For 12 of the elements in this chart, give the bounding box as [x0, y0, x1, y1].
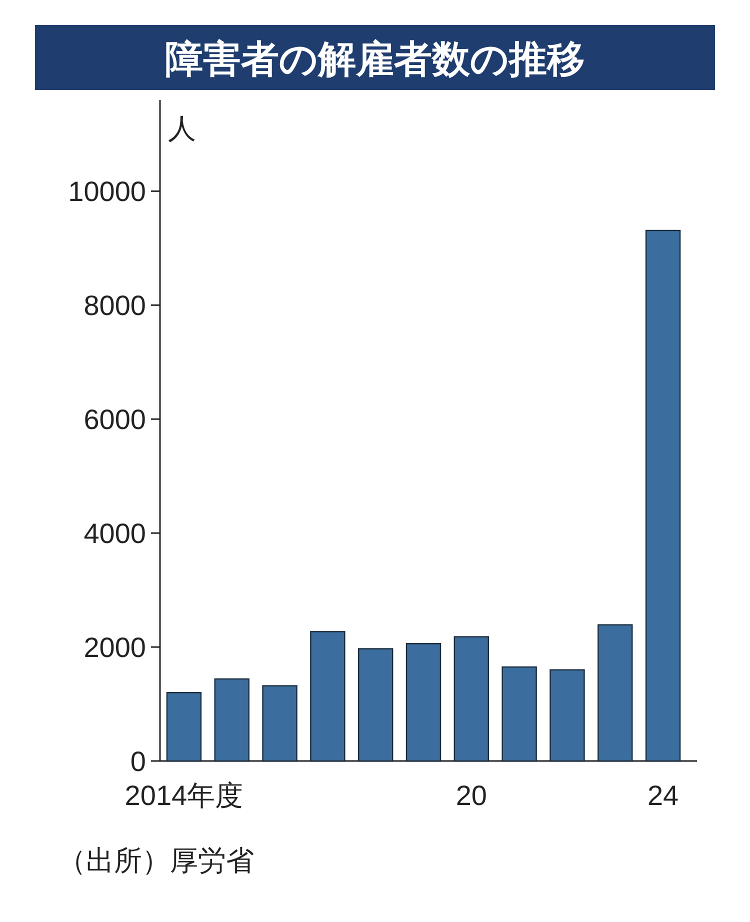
x-tick-label: 20: [456, 780, 487, 811]
y-tick-label: 10000: [68, 176, 146, 208]
y-tick-label: 8000: [84, 290, 146, 322]
text: （出所）厚労省: [58, 845, 254, 876]
y-tick-label: 6000: [84, 404, 146, 436]
y-tick-label: 0: [130, 746, 146, 777]
y-tick-label: 2000: [84, 632, 146, 664]
y-tick-label: 4000: [84, 518, 146, 550]
y-axis-title: 人: [168, 113, 196, 144]
x-tick-label: 24: [647, 780, 679, 811]
x-tick-label: 2014年度: [124, 780, 244, 811]
chart-title: 障害者の解雇者数の推移: [165, 38, 585, 81]
